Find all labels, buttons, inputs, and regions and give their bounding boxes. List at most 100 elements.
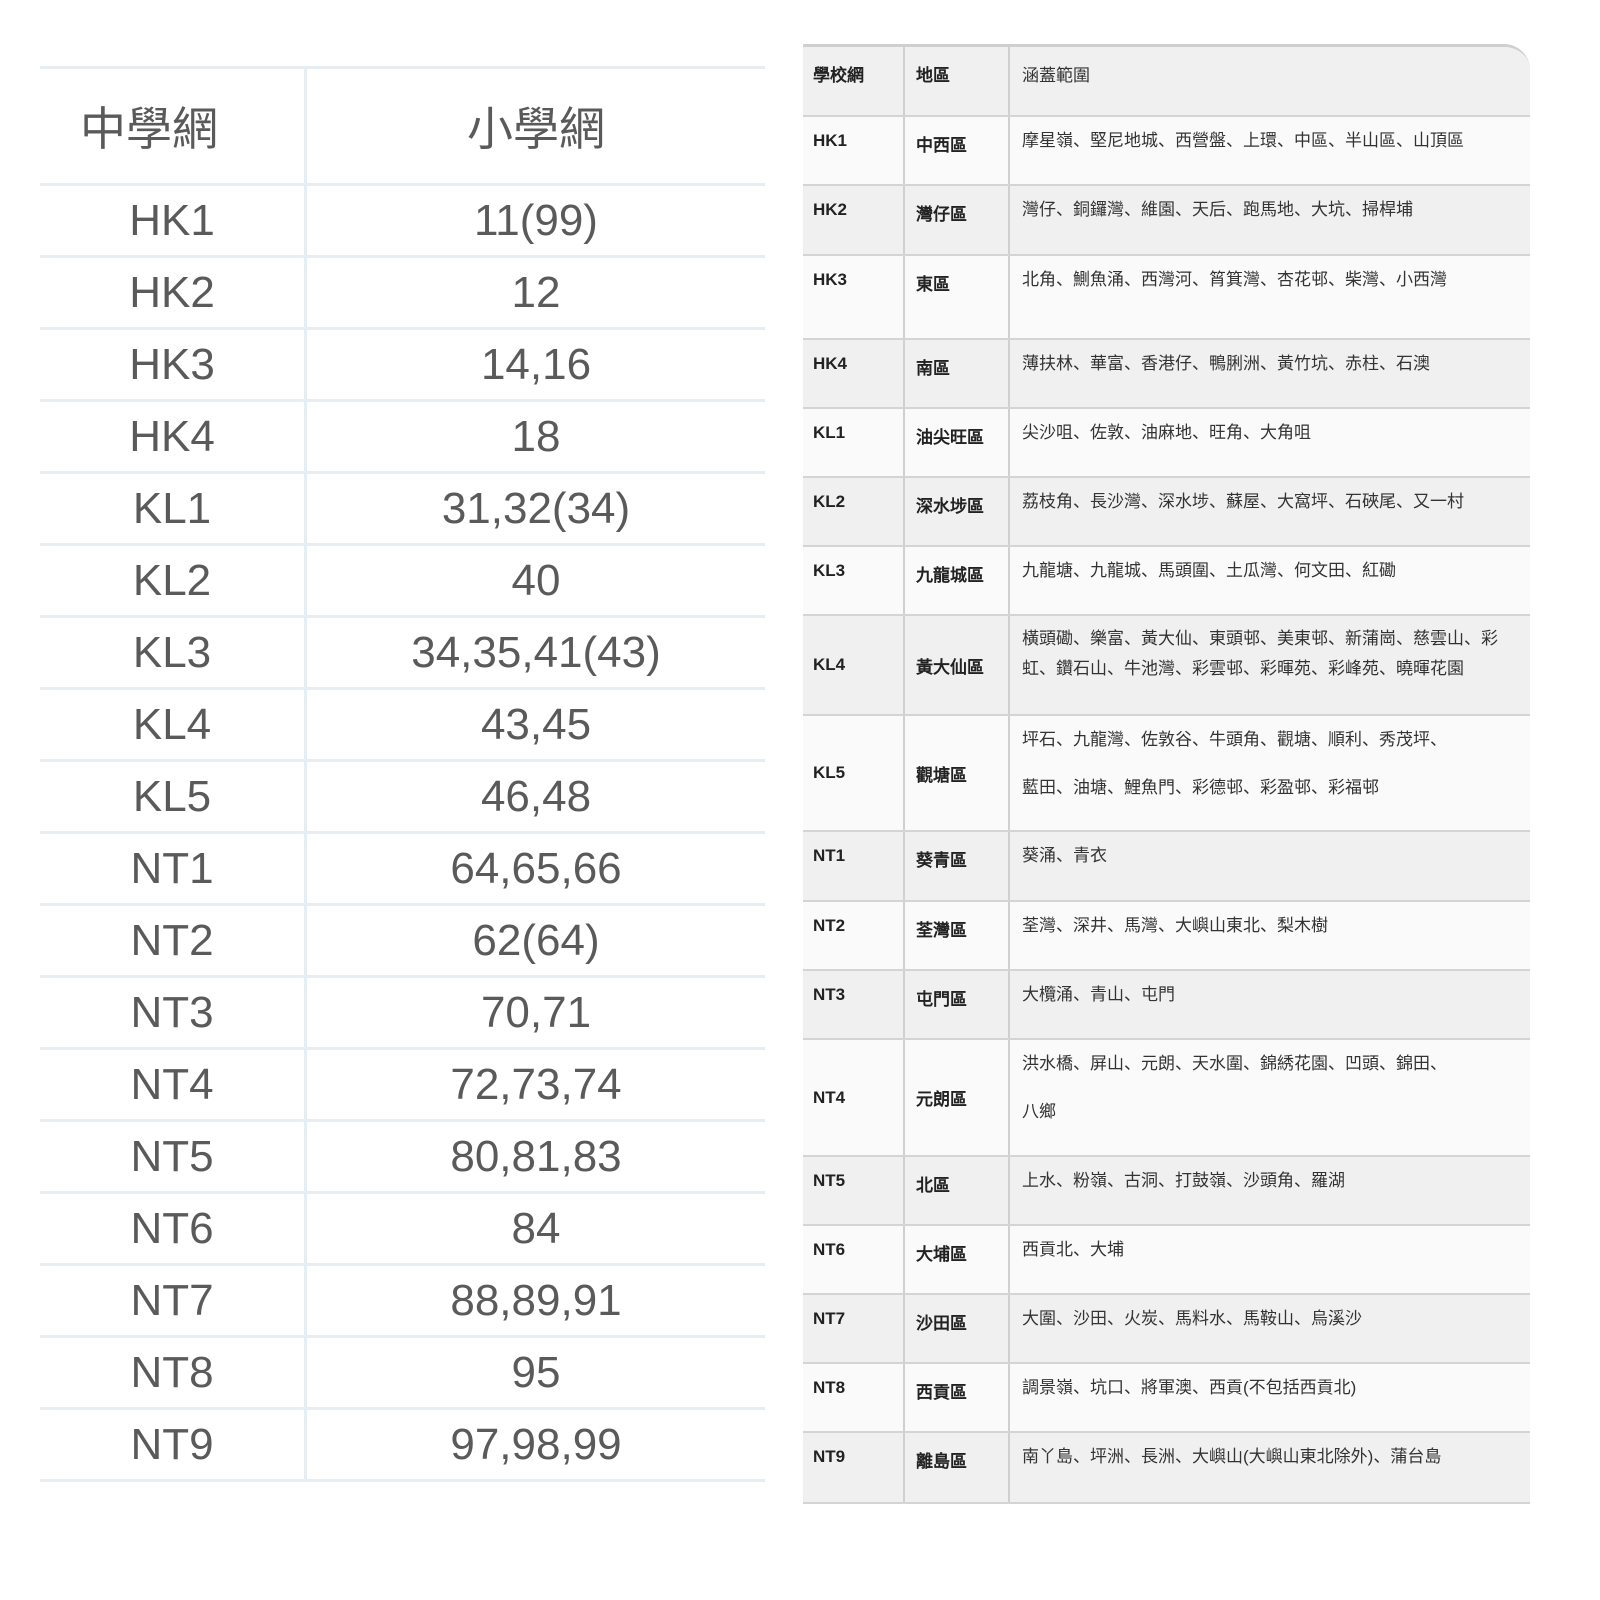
coverage-cell: 上水、粉嶺、古洞、打鼓嶺、沙頭角、羅湖 xyxy=(1010,1157,1530,1224)
secondary-net-cell: NT1 xyxy=(40,834,307,903)
coverage-line: 洪水橋、屏山、元朗、天水圍、錦綉花園、凹頭、錦田、 xyxy=(1022,1054,1447,1073)
school-net-cell: KL5 xyxy=(803,716,905,830)
primary-net-cell: 70,71 xyxy=(480,988,592,1037)
header-secondary-net: 中學網 xyxy=(40,69,307,183)
table-row: HK4 18 xyxy=(40,402,765,474)
coverage-line: 荃灣、深井、馬灣、大嶼山東北、梨木樹 xyxy=(1022,916,1328,935)
secondary-net-cell: HK2 xyxy=(40,258,307,327)
table-row: NT6 84 xyxy=(40,1194,765,1266)
primary-net-cell: 80,81,83 xyxy=(450,1132,622,1181)
coverage-line: 北角、鰂魚涌、西灣河、筲箕灣、杏花邨、柴灣、小西灣 xyxy=(1022,270,1447,289)
table-row: NT7 88,89,91 xyxy=(40,1266,765,1338)
table-row: NT9 離島區 南丫島、坪洲、長洲、大嶼山(大嶼山東北除外)、蒲台島 xyxy=(803,1433,1530,1504)
coverage-cell: 荔枝角、長沙灣、深水埗、蘇屋、大窩坪、石硤尾、又一村 xyxy=(1010,478,1530,545)
table-row: NT4 72,73,74 xyxy=(40,1050,765,1122)
school-net-cell: HK4 xyxy=(803,340,905,407)
school-net-cell: NT4 xyxy=(803,1040,905,1155)
table-row: KL2 40 xyxy=(40,546,765,618)
coverage-cell: 灣仔、銅鑼灣、維園、天后、跑馬地、大坑、掃桿埔 xyxy=(1010,186,1530,254)
district-coverage-table: 學校網 地區 涵蓋範圍 HK1 中西區 摩星嶺、堅尼地城、西營盤、上環、中區、半山區… xyxy=(803,44,1530,1504)
district-cell: 黃大仙區 xyxy=(905,616,1010,714)
coverage-cell: 葵涌、青衣 xyxy=(1010,832,1530,900)
coverage-cell: 九龍塘、九龍城、馬頭圍、土瓜灣、何文田、紅磡 xyxy=(1010,547,1530,614)
school-net-cell: NT7 xyxy=(803,1295,905,1362)
table-row: NT7 沙田區 大圍、沙田、火炭、馬料水、馬鞍山、烏溪沙 xyxy=(803,1295,1530,1364)
table-row: NT5 80,81,83 xyxy=(40,1122,765,1194)
coverage-line: 西貢北、大埔 xyxy=(1022,1240,1124,1259)
header-coverage: 涵蓋範圍 xyxy=(1022,66,1090,85)
header-primary-net: 小學網 xyxy=(467,103,605,155)
coverage-line: 薄扶林、華富、香港仔、鴨脷洲、黃竹坑、赤柱、石澳 xyxy=(1022,354,1430,373)
table-row: KL4 黃大仙區 橫頭磡、樂富、黃大仙、東頭邨、美東邨、新蒲崗、慈雲山、彩 虹、鑽石山… xyxy=(803,616,1530,716)
primary-net-cell: 14,16 xyxy=(480,340,592,389)
table-header-row: 學校網 地區 涵蓋範圍 xyxy=(803,47,1530,117)
district-cell: 灣仔區 xyxy=(905,186,1010,254)
table-row: HK2 12 xyxy=(40,258,765,330)
primary-net-cell: 72,73,74 xyxy=(450,1060,622,1109)
table-row: KL1 油尖旺區 尖沙咀、佐敦、油麻地、旺角、大角咀 xyxy=(803,409,1530,478)
district-cell: 離島區 xyxy=(905,1433,1010,1502)
secondary-net-cell: NT4 xyxy=(40,1050,307,1119)
school-net-cell: HK1 xyxy=(803,117,905,184)
table-row: NT3 70,71 xyxy=(40,978,765,1050)
coverage-cell: 西貢北、大埔 xyxy=(1010,1226,1530,1293)
primary-net-cell: 84 xyxy=(511,1204,561,1253)
school-net-cell: NT9 xyxy=(803,1433,905,1502)
school-net-cell: KL3 xyxy=(803,547,905,614)
table-row: KL2 深水埗區 荔枝角、長沙灣、深水埗、蘇屋、大窩坪、石硤尾、又一村 xyxy=(803,478,1530,547)
secondary-net-cell: KL4 xyxy=(40,690,307,759)
coverage-cell: 摩星嶺、堅尼地城、西營盤、上環、中區、半山區、山頂區 xyxy=(1010,117,1530,184)
primary-net-cell: 88,89,91 xyxy=(450,1276,622,1325)
table-row: NT1 葵青區 葵涌、青衣 xyxy=(803,832,1530,902)
coverage-line: 大圍、沙田、火炭、馬料水、馬鞍山、烏溪沙 xyxy=(1022,1309,1362,1328)
coverage-cell: 洪水橋、屏山、元朗、天水圍、錦綉花園、凹頭、錦田、 八鄉 xyxy=(1010,1040,1530,1155)
primary-net-cell: 12 xyxy=(511,268,561,317)
school-net-cell: NT2 xyxy=(803,902,905,969)
school-net-cell: NT6 xyxy=(803,1226,905,1293)
coverage-line: 九龍塘、九龍城、馬頭圍、土瓜灣、何文田、紅磡 xyxy=(1022,561,1396,580)
coverage-line: 坪石、九龍灣、佐敦谷、牛頭角、觀塘、順利、秀茂坪、 xyxy=(1022,730,1447,749)
primary-net-cell: 11(99) xyxy=(474,196,598,245)
district-cell: 屯門區 xyxy=(905,971,1010,1038)
coverage-line: 虹、鑽石山、牛池灣、彩雲邨、彩暉苑、彩峰苑、曉暉花園 xyxy=(1022,659,1464,678)
secondary-net-cell: NT2 xyxy=(40,906,307,975)
table-row: HK4 南區 薄扶林、華富、香港仔、鴨脷洲、黃竹坑、赤柱、石澳 xyxy=(803,340,1530,409)
district-cell: 南區 xyxy=(905,340,1010,407)
school-net-cell: NT5 xyxy=(803,1157,905,1224)
coverage-cell: 大圍、沙田、火炭、馬料水、馬鞍山、烏溪沙 xyxy=(1010,1295,1530,1362)
coverage-line: 尖沙咀、佐敦、油麻地、旺角、大角咀 xyxy=(1022,423,1311,442)
table-row: NT8 95 xyxy=(40,1338,765,1410)
table-row: KL4 43,45 xyxy=(40,690,765,762)
primary-net-cell: 18 xyxy=(511,412,561,461)
primary-net-cell: 34,35,41(43) xyxy=(411,628,661,677)
coverage-cell: 北角、鰂魚涌、西灣河、筲箕灣、杏花邨、柴灣、小西灣 xyxy=(1010,256,1530,338)
coverage-cell: 調景嶺、坑口、將軍澳、西貢(不包括西貢北) xyxy=(1010,1364,1530,1431)
district-cell: 深水埗區 xyxy=(905,478,1010,545)
coverage-cell: 薄扶林、華富、香港仔、鴨脷洲、黃竹坑、赤柱、石澳 xyxy=(1010,340,1530,407)
table-row: HK1 11(99) xyxy=(40,186,765,258)
table-row: HK2 灣仔區 灣仔、銅鑼灣、維園、天后、跑馬地、大坑、掃桿埔 xyxy=(803,186,1530,256)
district-cell: 東區 xyxy=(905,256,1010,338)
table-row: HK3 14,16 xyxy=(40,330,765,402)
coverage-line: 大欖涌、青山、屯門 xyxy=(1022,985,1175,1004)
table-row: KL1 31,32(34) xyxy=(40,474,765,546)
school-net-cell: NT8 xyxy=(803,1364,905,1431)
table-row: KL3 九龍城區 九龍塘、九龍城、馬頭圍、土瓜灣、何文田、紅磡 xyxy=(803,547,1530,616)
table-row: NT2 62(64) xyxy=(40,906,765,978)
table-row: NT2 荃灣區 荃灣、深井、馬灣、大嶼山東北、梨木樹 xyxy=(803,902,1530,971)
header-school-net: 學校網 xyxy=(803,47,905,115)
primary-net-cell: 43,45 xyxy=(480,700,592,749)
table-row: NT8 西貢區 調景嶺、坑口、將軍澳、西貢(不包括西貢北) xyxy=(803,1364,1530,1433)
secondary-net-cell: KL3 xyxy=(40,618,307,687)
secondary-net-cell: KL2 xyxy=(40,546,307,615)
district-cell: 油尖旺區 xyxy=(905,409,1010,476)
secondary-net-cell: NT6 xyxy=(40,1194,307,1263)
district-cell: 元朗區 xyxy=(905,1040,1010,1155)
primary-net-cell: 62(64) xyxy=(472,916,600,965)
secondary-net-cell: KL1 xyxy=(40,474,307,543)
coverage-cell: 坪石、九龍灣、佐敦谷、牛頭角、觀塘、順利、秀茂坪、 藍田、油塘、鯉魚門、彩德邨、彩… xyxy=(1010,716,1530,830)
secondary-net-cell: HK1 xyxy=(40,186,307,255)
coverage-line: 南丫島、坪洲、長洲、大嶼山(大嶼山東北除外)、蒲台島 xyxy=(1022,1447,1442,1466)
secondary-net-cell: HK3 xyxy=(40,330,307,399)
header-district: 地區 xyxy=(905,47,1010,115)
